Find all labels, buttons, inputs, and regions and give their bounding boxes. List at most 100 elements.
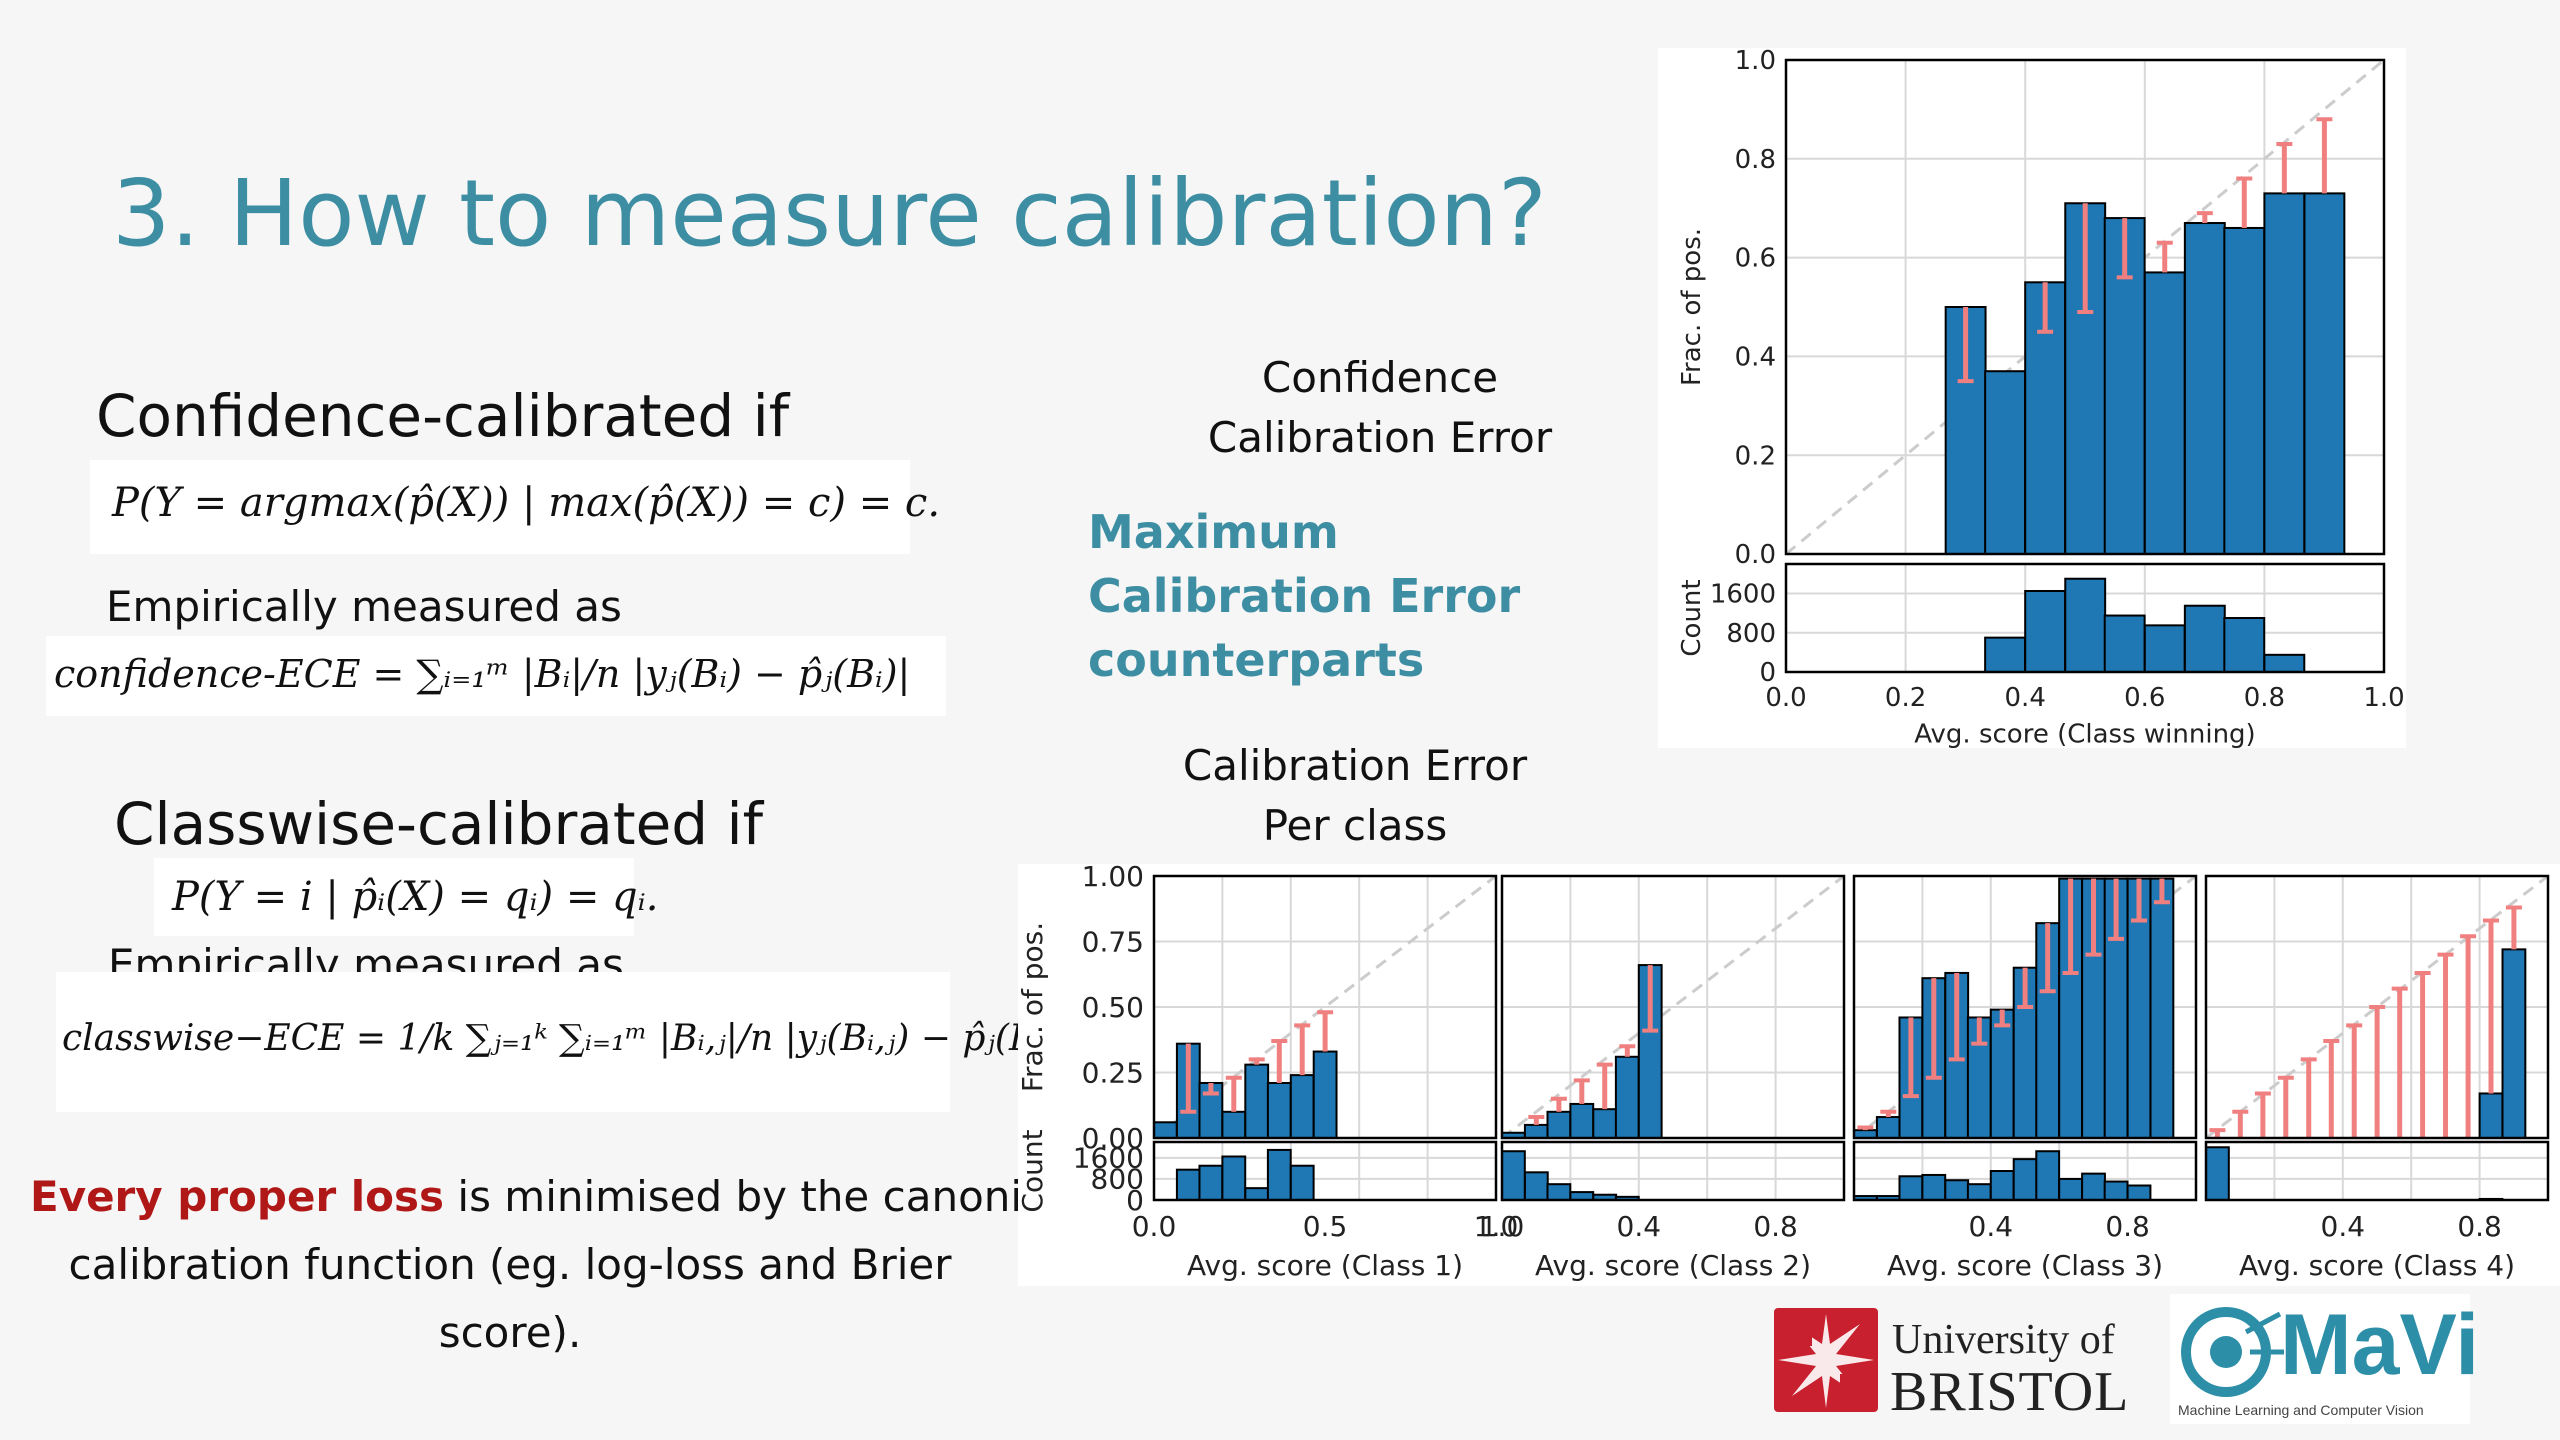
axes-frame bbox=[1152, 874, 1498, 1140]
calibration-bar bbox=[2303, 192, 2346, 555]
bristol-logo-line1: University of bbox=[1892, 1317, 2115, 1363]
count-bar bbox=[1198, 1164, 1224, 1201]
calibration-bar bbox=[1153, 1121, 1178, 1139]
mavi-logo-text: MaVi bbox=[2280, 1297, 2480, 1393]
y-tick-label: 1.00 bbox=[1082, 864, 1144, 893]
x-tick-label: 0.8 bbox=[2457, 1210, 2502, 1243]
count-bar bbox=[1921, 1173, 1947, 1202]
count-bar bbox=[2035, 1150, 2061, 1201]
x-tick-label: 0.8 bbox=[2244, 683, 2285, 713]
count-bar bbox=[2103, 614, 2146, 674]
proper-loss-line1: Every proper loss is minimised by the ca… bbox=[30, 1172, 1083, 1221]
empirical-label-1: Empirically measured as bbox=[106, 582, 622, 631]
confidence-formula-box: P(Y = argmax(p̂(X)) | max(p̂(X)) = c) = … bbox=[90, 460, 940, 554]
perfect-calibration-line bbox=[1501, 874, 1845, 1140]
y-tick-label: 0.0 bbox=[1735, 540, 1776, 570]
x-tick-label: 0.4 bbox=[2005, 683, 2046, 713]
classwise-formula-box: P(Y = i | p̂ᵢ(X) = qᵢ) = qᵢ. bbox=[154, 858, 658, 936]
max-cal-line3: counterparts bbox=[1088, 633, 1425, 687]
count-axes-frame bbox=[1852, 1140, 2198, 1202]
y-tick-label: 0.75 bbox=[1082, 925, 1144, 958]
x-tick-label: 0.0 bbox=[1132, 1210, 1177, 1243]
proper-loss-line2: calibration function (eg. log-loss and B… bbox=[68, 1240, 952, 1289]
y-tick-label: 0.6 bbox=[1735, 244, 1776, 274]
count-bar bbox=[2223, 617, 2266, 673]
y-tick-label: 0.00 bbox=[1082, 1122, 1144, 1155]
bristol-logo-line2: BRISTOL bbox=[1890, 1361, 2130, 1423]
mavi-logo: MaVi Machine Learning and Computer Visio… bbox=[2170, 1294, 2479, 1424]
y-axis-label: Frac. of pos. bbox=[1018, 922, 1049, 1092]
x-tick-label: 0.4 bbox=[1617, 1210, 1662, 1243]
calibration-bar bbox=[1312, 1050, 1338, 1139]
calibration-bar bbox=[2183, 222, 2226, 556]
count-bar bbox=[2183, 604, 2226, 674]
calibration-bar bbox=[1289, 1074, 1315, 1139]
count-bar bbox=[1289, 1164, 1315, 1201]
count-axis-label: Count bbox=[1018, 1129, 1049, 1212]
count-tick-label: 0 bbox=[1759, 658, 1776, 688]
calibration-bar bbox=[2501, 948, 2527, 1139]
calibration-bar bbox=[1875, 1116, 1901, 1139]
count-bar bbox=[1546, 1183, 1572, 1202]
count-bar bbox=[1501, 1150, 1526, 1201]
count-bar bbox=[1898, 1175, 1924, 1202]
count-bar bbox=[2064, 577, 2107, 674]
x-axis-label: Avg. score (Class 4) bbox=[2239, 1249, 2515, 1282]
calibration-bar bbox=[2478, 1092, 2504, 1140]
count-bar bbox=[2103, 1180, 2129, 1201]
per-class-line2: Per class bbox=[1262, 801, 1448, 850]
calibration-bar bbox=[1266, 1081, 1292, 1139]
x-tick-label: 0.0 bbox=[1765, 683, 1806, 713]
count-tick-label: 800 bbox=[1091, 1163, 1144, 1196]
classwise-ece-box: classwise−ECE = 1/k ∑ⱼ₌₁ᵏ ∑ᵢ₌₁ᵐ |Bᵢ,ⱼ|/n… bbox=[56, 972, 1090, 1112]
count-bar bbox=[2012, 1158, 2038, 1201]
calibration-bar bbox=[2263, 192, 2306, 555]
per-class-chart-box: 0.0 0.5 1.0 0.00 0.25 0.50 0.75 1.00 0 800 1600 Avg… bbox=[1016, 860, 2560, 1286]
count-bar bbox=[2263, 653, 2306, 673]
count-axes-frame bbox=[1784, 562, 2386, 674]
y-axis-label: Frac. of pos. bbox=[1677, 228, 1707, 386]
x-tick-label: 0.2 bbox=[1885, 683, 1926, 713]
conf-cal-error-line1: Confidence bbox=[1261, 353, 1499, 402]
count-bar bbox=[1244, 1187, 1270, 1201]
calibration-bar bbox=[1546, 1110, 1572, 1140]
x-tick-label: 1.0 bbox=[1480, 1210, 1525, 1243]
calibration-bar bbox=[1614, 1055, 1640, 1139]
classwise-ece-formula: classwise−ECE = 1/k ∑ⱼ₌₁ᵏ ∑ᵢ₌₁ᵐ |Bᵢ,ⱼ|/n… bbox=[62, 1018, 1090, 1059]
calibration-bar bbox=[1523, 1123, 1549, 1139]
count-bar bbox=[1966, 1183, 1992, 1202]
count-bar bbox=[2143, 624, 2186, 674]
axes-frame bbox=[1784, 58, 2386, 556]
calibration-bar bbox=[1221, 1110, 1247, 1140]
confidence-ece-formula: confidence-ECE = ∑ᵢ₌₁ᵐ |Bᵢ|/n |yⱼ(Bᵢ) − … bbox=[54, 652, 911, 696]
x-tick-label: 0.8 bbox=[2105, 1210, 2150, 1243]
count-tick-label: 1600 bbox=[1710, 580, 1776, 610]
axes-frame bbox=[1500, 874, 1846, 1140]
calibration-bar bbox=[1984, 370, 2027, 555]
count-axis-label: Count bbox=[1677, 579, 1707, 656]
count-bar bbox=[1989, 1170, 2015, 1201]
bristol-logo: University of BRISTOL bbox=[1770, 1302, 2140, 1423]
proper-loss-line3: score). bbox=[438, 1308, 582, 1357]
count-bar bbox=[1984, 636, 2027, 673]
per-class-label: Calibration Error Per class bbox=[1150, 736, 1560, 856]
count-bar bbox=[1175, 1168, 1201, 1202]
y-tick-label: 0.25 bbox=[1082, 1056, 1144, 1089]
per-class-line1: Calibration Error bbox=[1182, 741, 1528, 790]
confidence-heading: Confidence-calibrated if bbox=[96, 382, 790, 450]
axes-frame bbox=[2204, 874, 2550, 1140]
bristol-crest-icon bbox=[1774, 1308, 1878, 1412]
y-tick-label: 0.50 bbox=[1082, 991, 1144, 1024]
confidence-ece-box: confidence-ECE = ∑ᵢ₌₁ᵐ |Bᵢ|/n |yⱼ(Bᵢ) − … bbox=[46, 636, 946, 716]
count-tick-label: 0 bbox=[1126, 1184, 1144, 1217]
max-cal-error-label: Maximum Calibration Error counterparts bbox=[1088, 500, 1520, 692]
count-axes-frame bbox=[2204, 1140, 2550, 1202]
winning-class-chart: 0.0 0.2 0.4 0.6 0.8 1.0 0.0 0.2 0.4 0.6 0.8 1.0 0 800… bbox=[1677, 46, 2405, 749]
mavi-eye-icon bbox=[2181, 1307, 2284, 1397]
slide-title: 3. How to measure calibration? bbox=[112, 160, 1547, 267]
x-tick-label: 1.0 bbox=[1474, 1210, 1519, 1243]
count-bar bbox=[2058, 1177, 2084, 1201]
calibration-bar bbox=[1569, 1102, 1595, 1140]
y-tick-label: 0.8 bbox=[1735, 145, 1776, 175]
count-bar bbox=[1523, 1171, 1549, 1201]
